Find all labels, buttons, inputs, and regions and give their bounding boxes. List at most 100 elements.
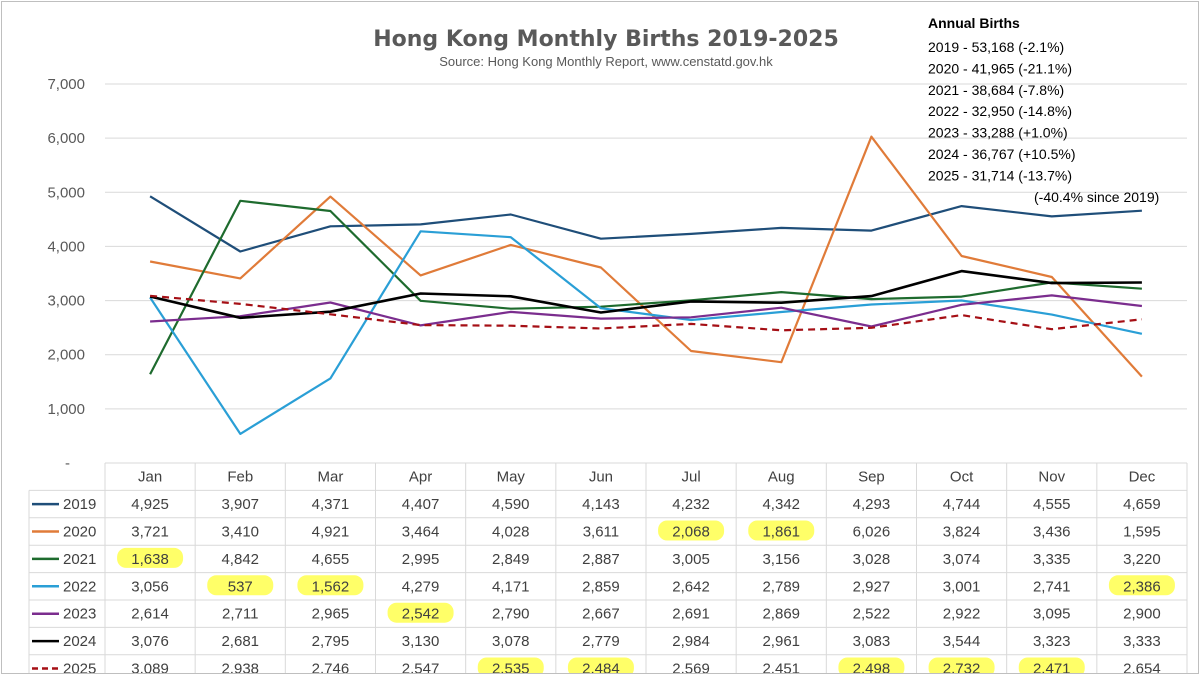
table-cell: 4,744 [943,496,981,513]
table-cell: 3,056 [131,578,169,595]
annotation-line: 2025 - 31,714 (-13.7%) [928,167,1072,183]
table-cell: 3,220 [1123,551,1161,568]
table-cell: 2,859 [582,578,620,595]
table-cell: 2,691 [672,606,710,623]
table-cell: 2,614 [131,606,169,623]
series-line-2021 [149,199,1142,375]
chart-subtitle: Source: Hong Kong Monthly Report, www.ce… [439,54,773,69]
series-lines [149,135,1143,435]
table-cell: 4,371 [312,496,350,513]
table-cell: 3,083 [853,633,891,650]
y-tick-label: 4,000 [47,238,85,255]
table-cell: 4,407 [402,496,440,513]
y-tick-label: 2,000 [47,347,85,364]
annotation-line: 2021 - 38,684 (-7.8%) [928,82,1064,98]
table-cell: 2,535 [492,661,530,674]
table-cell: 2,790 [492,606,530,623]
table-cell: 2,498 [853,661,891,674]
table-cell: 3,721 [131,524,169,541]
table-cell: 2,522 [853,606,891,623]
table-row-label-2023: 2023 [63,606,96,623]
annotation-line: 2024 - 36,767 (+10.5%) [928,146,1076,162]
table-cell: 4,171 [492,578,530,595]
table-cell: 2,922 [943,606,981,623]
table-cell: 3,078 [492,633,530,650]
table-cell: 3,824 [943,524,981,541]
table-cell: 2,984 [672,633,710,650]
table-cell: 2,900 [1123,606,1161,623]
table-cell: 3,095 [1033,606,1071,623]
table-cell: 4,842 [221,551,259,568]
table-cell: 3,436 [1033,524,1071,541]
table-header-aug: Aug [768,469,795,486]
table-cell: 3,544 [943,633,981,650]
table-cell: 3,074 [943,551,981,568]
table-header-feb: Feb [227,469,253,486]
table-cell: 2,795 [312,633,350,650]
table-cell: 2,887 [582,551,620,568]
highlight-mark [207,575,274,596]
table-cell: 3,028 [853,551,891,568]
table-cell: 1,638 [131,551,169,568]
table-cell: 2,547 [402,661,440,674]
table-cell: 4,143 [582,496,620,513]
table-cell: 4,279 [402,578,440,595]
table-header-jan: Jan [138,469,162,486]
table-cell: 2,484 [582,661,620,674]
series-line-2023 [150,294,1143,328]
table-cell: 2,779 [582,633,620,650]
table-cell: 2,654 [1123,661,1161,674]
table-cell: 2,789 [762,578,800,595]
table-cell: 3,001 [943,578,981,595]
table-header-jul: Jul [681,469,700,486]
table-cell: 2,961 [762,633,800,650]
table-cell: 2,386 [1123,578,1161,595]
table-cell: 3,089 [131,661,169,674]
y-tick-label: 5,000 [47,184,85,201]
table-row-label-2021: 2021 [63,551,96,568]
table-header-apr: Apr [409,469,432,486]
table-row-label-2025: 2025 [63,661,96,674]
table-header-nov: Nov [1038,469,1065,486]
table-cell: 4,342 [762,496,800,513]
table-cell: 3,076 [131,633,169,650]
table-cell: 4,293 [853,496,891,513]
series-line-2022 [149,230,1143,435]
highlight-mark [117,547,184,568]
y-tick-label: 6,000 [47,130,85,147]
table-cell: 4,655 [312,551,350,568]
table-cell: 3,005 [672,551,710,568]
table-cell: 537 [228,578,253,595]
series-line-2019 [149,195,1142,253]
y-tick-label: 3,000 [47,293,85,310]
table-cell: 3,410 [221,524,259,541]
table-cell: 2,642 [672,578,710,595]
table-cell: 3,333 [1123,633,1161,650]
table-cell: 4,232 [672,496,710,513]
highlight-mark [1018,657,1085,673]
table-cell: 2,995 [402,551,440,568]
table-row-label-2020: 2020 [63,524,96,541]
table-header-may: May [497,469,526,486]
table-cell: 1,562 [312,578,350,595]
table-cell: 4,590 [492,496,530,513]
table-cell: 2,542 [402,606,440,623]
table-cell: 3,907 [221,496,259,513]
annotation-line: 2022 - 32,950 (-14.8%) [928,103,1072,119]
highlight-mark [748,520,815,541]
table-cell: 2,711 [222,606,258,623]
y-tick-label: 7,000 [47,76,85,93]
table-cell: 2,965 [312,606,350,623]
annual-births-annotation: Annual Births 2019 - 53,168 (-2.1%) 2020 … [928,15,1159,205]
highlight-mark [567,657,634,673]
table-header-jun: Jun [589,469,613,486]
table-cell: 2,927 [853,578,891,595]
highlight-mark [928,657,995,673]
table-cell: 3,323 [1033,633,1071,650]
table-header-mar: Mar [317,469,343,486]
table-cell: 3,335 [1033,551,1071,568]
table-cell: 2,068 [672,524,710,541]
highlight-mark [297,575,364,596]
y-tick-label: 1,000 [47,401,85,418]
